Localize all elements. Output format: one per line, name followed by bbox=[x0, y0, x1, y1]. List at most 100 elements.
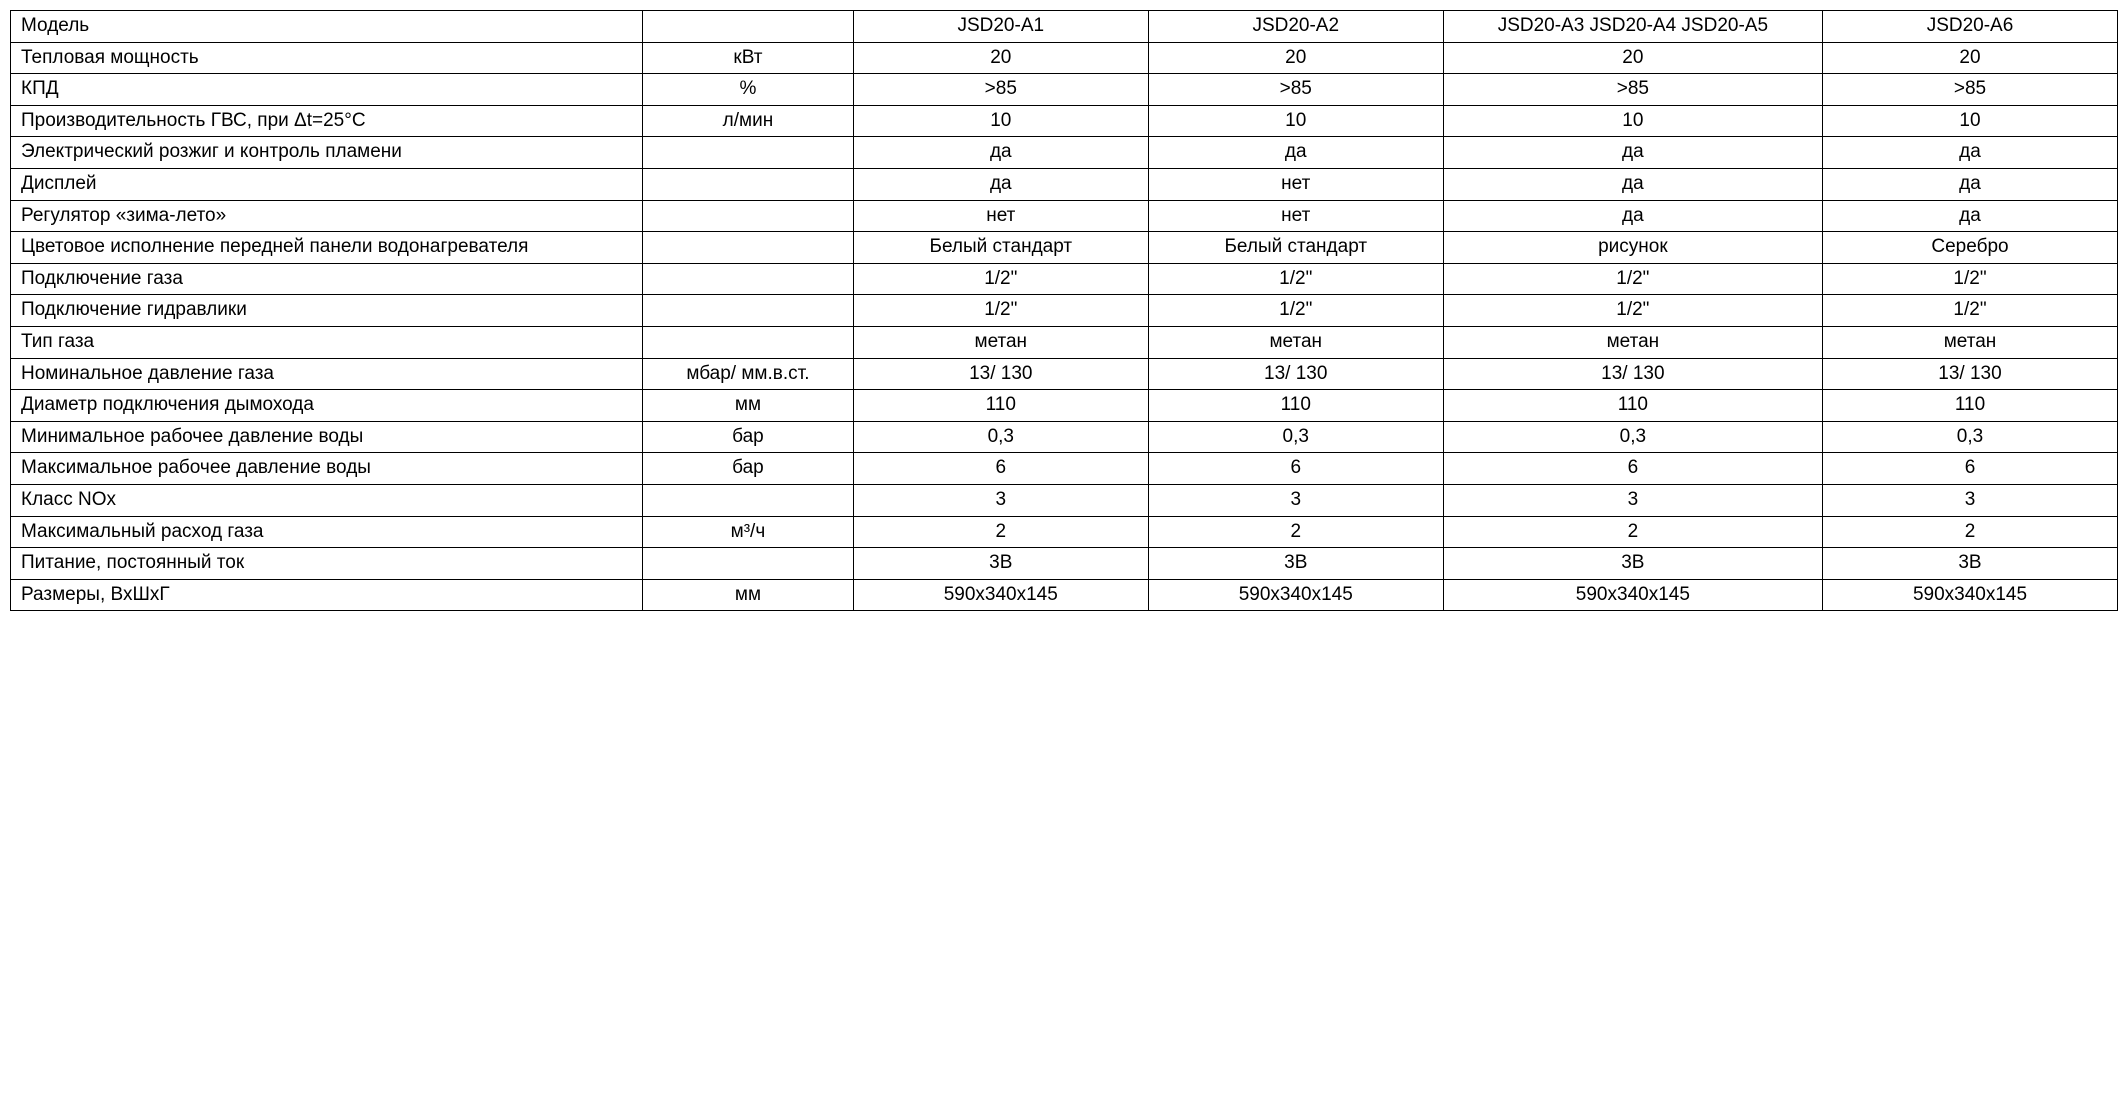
header-param: Модель bbox=[11, 11, 643, 43]
param-cell: Минимальное рабочее давление воды bbox=[11, 421, 643, 453]
value-cell: да bbox=[1148, 137, 1443, 169]
param-cell: Электрический розжиг и контроль пламени bbox=[11, 137, 643, 169]
value-cell: 10 bbox=[1443, 105, 1822, 137]
value-cell: 110 bbox=[1148, 390, 1443, 422]
value-cell: 3 bbox=[853, 484, 1148, 516]
table-row: Максимальное рабочее давление водыбар666… bbox=[11, 453, 2118, 485]
value-cell: 13/ 130 bbox=[1822, 358, 2117, 390]
param-cell: Регулятор «зима-лето» bbox=[11, 200, 643, 232]
value-cell: метан bbox=[1148, 326, 1443, 358]
unit-cell bbox=[643, 548, 854, 580]
value-cell: 20 bbox=[853, 42, 1148, 74]
value-cell: 1/2" bbox=[853, 263, 1148, 295]
value-cell: рисунок bbox=[1443, 232, 1822, 264]
value-cell: Белый стандарт bbox=[1148, 232, 1443, 264]
value-cell: 20 bbox=[1443, 42, 1822, 74]
value-cell: 20 bbox=[1148, 42, 1443, 74]
value-cell: 110 bbox=[1443, 390, 1822, 422]
value-cell: 0,3 bbox=[853, 421, 1148, 453]
table-row: Производительность ГВС, при Δt=25°Cл/мин… bbox=[11, 105, 2118, 137]
value-cell: Серебро bbox=[1822, 232, 2117, 264]
param-cell: Номинальное давление газа bbox=[11, 358, 643, 390]
unit-cell bbox=[643, 168, 854, 200]
value-cell: >85 bbox=[853, 74, 1148, 106]
table-row: Регулятор «зима-лето»нетнетдада bbox=[11, 200, 2118, 232]
param-cell: Диаметр подключения дымохода bbox=[11, 390, 643, 422]
value-cell: 6 bbox=[1822, 453, 2117, 485]
value-cell: 1/2" bbox=[1148, 263, 1443, 295]
unit-cell: кВт bbox=[643, 42, 854, 74]
value-cell: да bbox=[1822, 168, 2117, 200]
value-cell: 110 bbox=[853, 390, 1148, 422]
param-cell: Цветовое исполнение передней панели водо… bbox=[11, 232, 643, 264]
table-row: Питание, постоянный ток3В3В3В3В bbox=[11, 548, 2118, 580]
value-cell: 1/2" bbox=[1443, 295, 1822, 327]
value-cell: 590х340х145 bbox=[1443, 579, 1822, 611]
table-row: Дисплейданетдада bbox=[11, 168, 2118, 200]
value-cell: >85 bbox=[1822, 74, 2117, 106]
value-cell: 590х340х145 bbox=[853, 579, 1148, 611]
value-cell: 10 bbox=[1822, 105, 2117, 137]
value-cell: 3 bbox=[1443, 484, 1822, 516]
value-cell: 110 bbox=[1822, 390, 2117, 422]
unit-cell: бар bbox=[643, 421, 854, 453]
table-row: Класс NOx3333 bbox=[11, 484, 2118, 516]
value-cell: 1/2" bbox=[1822, 263, 2117, 295]
unit-cell: бар bbox=[643, 453, 854, 485]
value-cell: >85 bbox=[1148, 74, 1443, 106]
param-cell: КПД bbox=[11, 74, 643, 106]
value-cell: 20 bbox=[1822, 42, 2117, 74]
param-cell: Производительность ГВС, при Δt=25°C bbox=[11, 105, 643, 137]
unit-cell bbox=[643, 484, 854, 516]
value-cell: 2 bbox=[1148, 516, 1443, 548]
unit-cell: мбар/ мм.в.ст. bbox=[643, 358, 854, 390]
unit-cell: л/мин bbox=[643, 105, 854, 137]
value-cell: да bbox=[1443, 137, 1822, 169]
value-cell: да bbox=[853, 137, 1148, 169]
table-row: Электрический розжиг и контроль пламени д… bbox=[11, 137, 2118, 169]
unit-cell bbox=[643, 200, 854, 232]
value-cell: 3В bbox=[1822, 548, 2117, 580]
table-row: Цветовое исполнение передней панели водо… bbox=[11, 232, 2118, 264]
value-cell: 10 bbox=[853, 105, 1148, 137]
param-cell: Максимальное рабочее давление воды bbox=[11, 453, 643, 485]
unit-cell bbox=[643, 263, 854, 295]
value-cell: 13/ 130 bbox=[1148, 358, 1443, 390]
value-cell: 2 bbox=[853, 516, 1148, 548]
value-cell: 3В bbox=[853, 548, 1148, 580]
value-cell: Белый стандарт bbox=[853, 232, 1148, 264]
value-cell: 13/ 130 bbox=[1443, 358, 1822, 390]
value-cell: 590х340х145 bbox=[1822, 579, 2117, 611]
header-model: JSD20-A1 bbox=[853, 11, 1148, 43]
value-cell: 3 bbox=[1148, 484, 1443, 516]
param-cell: Питание, постоянный ток bbox=[11, 548, 643, 580]
value-cell: 0,3 bbox=[1443, 421, 1822, 453]
value-cell: нет bbox=[1148, 200, 1443, 232]
unit-cell: % bbox=[643, 74, 854, 106]
value-cell: 6 bbox=[853, 453, 1148, 485]
param-cell: Размеры, ВхШхГ bbox=[11, 579, 643, 611]
param-cell: Подключение газа bbox=[11, 263, 643, 295]
param-cell: Максимальный расход газа bbox=[11, 516, 643, 548]
table-row: Размеры, ВхШхГмм590х340х145590х340х14559… bbox=[11, 579, 2118, 611]
param-cell: Дисплей bbox=[11, 168, 643, 200]
value-cell: 3В bbox=[1443, 548, 1822, 580]
table-row: Тип газаметанметанметанметан bbox=[11, 326, 2118, 358]
unit-cell bbox=[643, 295, 854, 327]
param-cell: Класс NOx bbox=[11, 484, 643, 516]
value-cell: 590х340х145 bbox=[1148, 579, 1443, 611]
value-cell: метан bbox=[1822, 326, 2117, 358]
value-cell: 2 bbox=[1443, 516, 1822, 548]
value-cell: да bbox=[1443, 200, 1822, 232]
table-row: Диаметр подключения дымоходамм1101101101… bbox=[11, 390, 2118, 422]
unit-cell: мм bbox=[643, 579, 854, 611]
unit-cell bbox=[643, 232, 854, 264]
value-cell: 10 bbox=[1148, 105, 1443, 137]
value-cell: нет bbox=[853, 200, 1148, 232]
table-row: Подключение гидравлики1/2"1/2"1/2"1/2" bbox=[11, 295, 2118, 327]
header-model: JSD20-A2 bbox=[1148, 11, 1443, 43]
header-row: МодельJSD20-A1JSD20-A2JSD20-A3 JSD20-A4 … bbox=[11, 11, 2118, 43]
value-cell: 6 bbox=[1148, 453, 1443, 485]
value-cell: нет bbox=[1148, 168, 1443, 200]
table-row: Номинальное давление газамбар/ мм.в.ст. 1… bbox=[11, 358, 2118, 390]
